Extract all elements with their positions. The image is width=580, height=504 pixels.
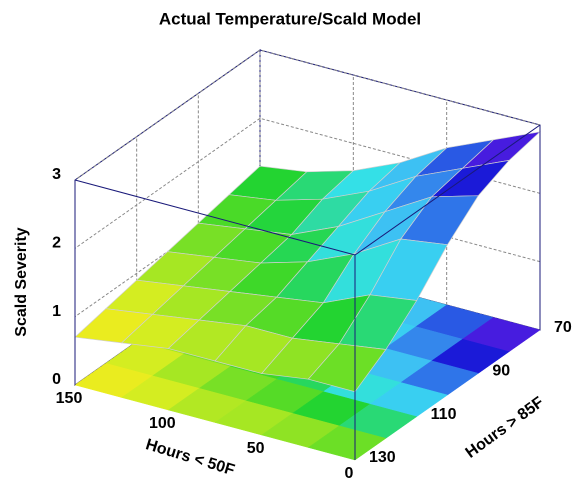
z-tick-label: 0 <box>52 371 61 388</box>
y-axis-label: Hours > 85F <box>463 394 548 462</box>
y-tick-label: 70 <box>554 319 572 336</box>
x-tick-label: 50 <box>247 440 265 457</box>
y-tick-label: 130 <box>369 449 396 466</box>
x-tick-label: 150 <box>56 390 83 407</box>
y-tick-label: 90 <box>492 363 510 380</box>
z-tick-label: 3 <box>52 166 61 183</box>
chart-title: Actual Temperature/Scald Model <box>159 9 421 28</box>
z-axis-label: Scald Severity <box>13 227 30 337</box>
y-tick-label: 110 <box>431 406 457 423</box>
z-tick-label: 1 <box>52 303 61 320</box>
z-tick-label: 2 <box>52 235 61 252</box>
x-axis-label: Hours < 50F <box>144 436 237 479</box>
grid-line <box>74 49 541 181</box>
x-tick-label: 0 <box>345 465 354 482</box>
x-tick-label: 100 <box>149 415 176 432</box>
